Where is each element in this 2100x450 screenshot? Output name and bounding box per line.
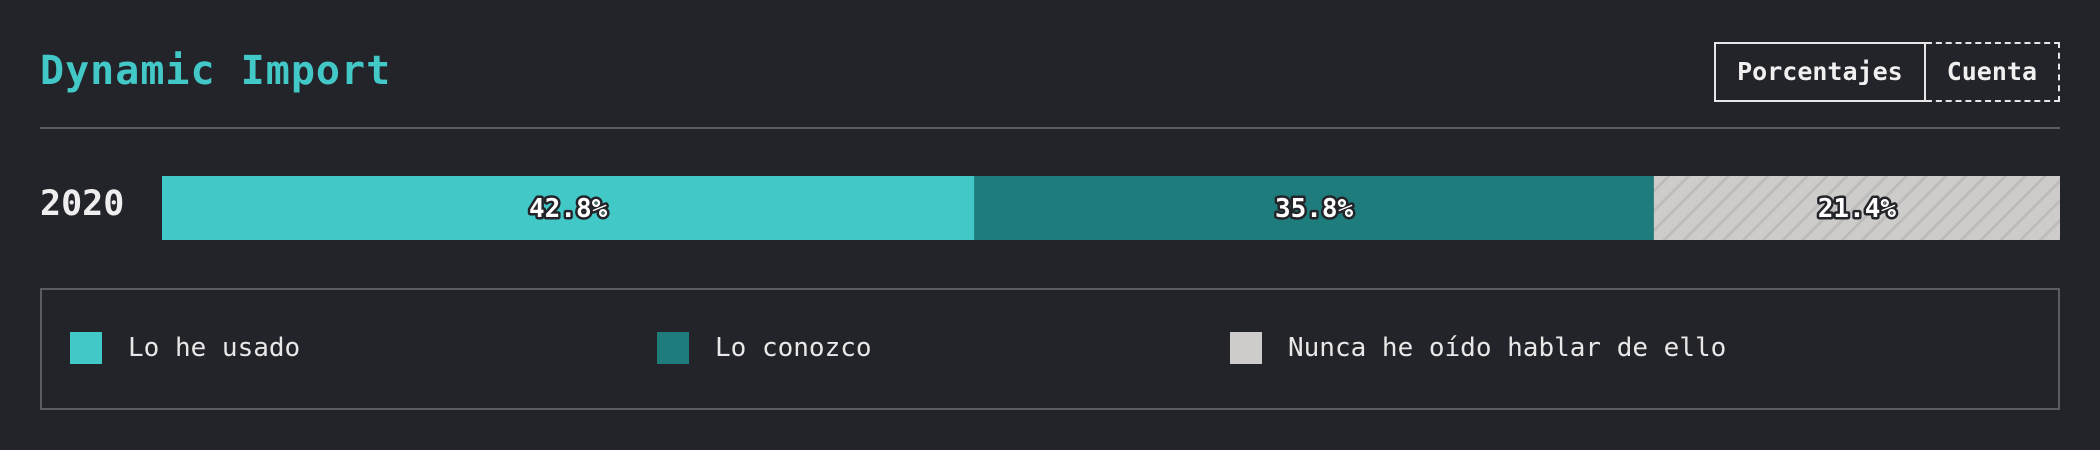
bar-segment-never[interactable] — [1653, 176, 2060, 240]
chart-header: Dynamic Import Porcentajes Cuenta — [40, 0, 2060, 129]
legend-label-know: Lo conozco — [715, 333, 872, 363]
legend-label-used: Lo he usado — [128, 333, 301, 363]
view-toggle: Porcentajes Cuenta — [1714, 42, 2060, 102]
chart-title: Dynamic Import — [40, 48, 392, 94]
bar-label-never: 21.4% — [1818, 194, 1897, 224]
legend-label-never: Nunca he oído hablar de ello — [1288, 333, 1727, 363]
legend-item-know[interactable]: Lo conozco — [657, 332, 872, 364]
stacked-bar: 42.8% 35.8% 21.4% — [162, 176, 2060, 240]
legend: Lo he usado Lo conozco Nunca he oído hab… — [40, 288, 2060, 410]
stacked-bar-chart: 42.8% 35.8% 21.4% — [162, 176, 2060, 240]
legend-swatch-never — [1230, 332, 1262, 364]
bar-label-used: 42.8% — [529, 194, 608, 224]
legend-swatch-used — [70, 332, 102, 364]
bar-segment-know[interactable] — [974, 176, 1654, 240]
count-button[interactable]: Cuenta — [1925, 42, 2060, 102]
year-label: 2020 — [40, 184, 125, 224]
legend-item-used[interactable]: Lo he usado — [70, 332, 300, 364]
percentages-button[interactable]: Porcentajes — [1714, 42, 1926, 102]
bar-segment-used[interactable] — [162, 176, 975, 240]
bar-label-know: 35.8% — [1275, 194, 1354, 224]
legend-swatch-know — [657, 332, 689, 364]
legend-item-never[interactable]: Nunca he oído hablar de ello — [1230, 332, 1726, 364]
